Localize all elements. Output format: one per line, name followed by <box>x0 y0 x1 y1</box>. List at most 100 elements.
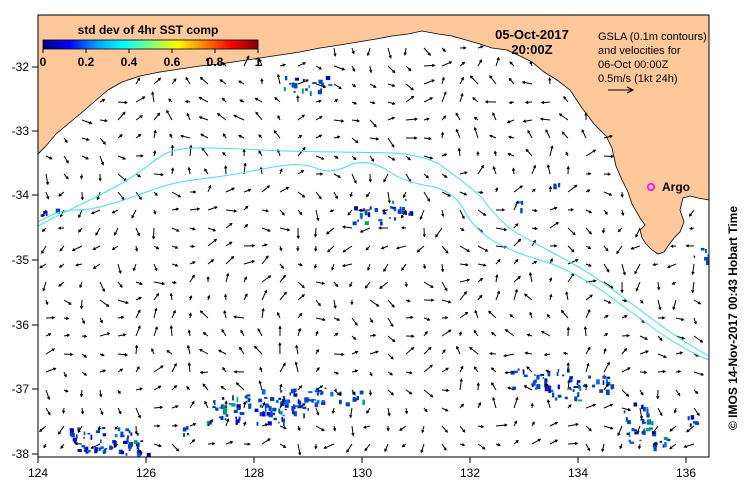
velocity-arrow-head <box>554 439 559 443</box>
velocity-arrow <box>441 281 448 291</box>
velocity-arrow <box>692 281 695 293</box>
velocity-arrow-head <box>489 75 493 79</box>
velocity-arrow-head <box>605 248 609 252</box>
velocity-arrow-head <box>588 428 592 432</box>
velocity-arrow-head <box>620 289 624 294</box>
velocity-arrow <box>635 281 641 291</box>
velocity-arrow-head <box>368 392 372 396</box>
velocity-arrow <box>423 389 433 398</box>
velocity-arrow-head <box>316 217 320 222</box>
velocity-arrow-head <box>102 141 107 145</box>
velocity-arrow <box>459 245 470 252</box>
sst-patch-cell <box>564 396 568 400</box>
sst-patch-cell <box>284 76 288 81</box>
velocity-arrow <box>387 117 395 121</box>
velocity-arrow <box>315 155 324 160</box>
sst-patch-cell <box>267 421 272 426</box>
velocity-arrow-head <box>137 232 141 237</box>
velocity-arrow-head <box>562 351 567 355</box>
velocity-arrow <box>39 263 47 269</box>
velocity-arrow-head <box>222 62 226 66</box>
velocity-arrow <box>225 256 234 265</box>
velocity-arrow <box>531 438 541 445</box>
velocity-arrow-head <box>153 150 157 154</box>
velocity-arrow-head <box>199 370 204 375</box>
velocity-arrow <box>200 371 209 374</box>
sst-patch-cell <box>294 83 298 89</box>
velocity-arrow-head <box>224 293 228 298</box>
velocity-arrow-head <box>634 271 638 275</box>
velocity-arrow-head <box>352 68 356 72</box>
velocity-arrow-head <box>617 229 621 233</box>
velocity-arrow-head <box>482 446 486 450</box>
velocity-arrow-head <box>391 157 396 161</box>
velocity-arrow-head <box>422 265 427 270</box>
sst-patch-cell <box>262 411 266 417</box>
velocity-arrow <box>204 401 209 409</box>
velocity-arrow <box>201 147 209 157</box>
colorbar-tick-label: 1 <box>255 55 262 69</box>
velocity-arrow <box>135 227 140 236</box>
velocity-arrow-head <box>526 333 531 337</box>
velocity-arrow-head <box>137 309 141 313</box>
sst-patch-cell <box>307 399 312 402</box>
velocity-arrow-head <box>677 370 682 374</box>
velocity-arrow-head <box>440 131 445 136</box>
velocity-arrow-head <box>279 168 283 172</box>
sst-patch-cell <box>98 447 102 451</box>
colorbar-ticks: 0 0.2 0.4 0.6 0.8 1 <box>40 49 262 69</box>
velocity-arrow-head <box>59 248 63 252</box>
velocity-arrow <box>369 137 379 140</box>
velocity-arrow <box>672 299 677 310</box>
sst-patch-cell <box>393 208 397 212</box>
velocity-arrow-head <box>48 333 52 337</box>
velocity-arrow <box>63 155 69 164</box>
velocity-arrow-head <box>549 258 553 262</box>
velocity-arrow <box>477 443 486 450</box>
time-label: 20:00Z <box>511 42 552 57</box>
velocity-arrow-head <box>65 389 69 393</box>
argo-marker[interactable] <box>646 183 655 192</box>
velocity-arrow <box>364 443 371 451</box>
velocity-arrow-head <box>479 59 482 63</box>
velocity-arrow <box>189 208 200 211</box>
velocity-arrow-head <box>336 135 341 139</box>
velocity-arrow-head <box>473 329 477 334</box>
velocity-arrow-head <box>483 263 487 267</box>
velocity-arrow-head <box>335 155 339 159</box>
sst-patch-cell <box>278 408 281 414</box>
velocity-arrow-head <box>515 223 519 227</box>
sst-patch-cell <box>282 400 285 406</box>
velocity-arrow-head <box>297 327 302 332</box>
velocity-arrow-head <box>170 167 175 171</box>
sst-patch-cell <box>83 431 86 436</box>
velocity-arrow-head <box>549 293 553 298</box>
velocity-arrow-head <box>404 283 408 288</box>
velocity-arrow-head <box>299 211 303 216</box>
credit-label: © IMOS 14-Nov-2017 00:43 Hobart Time <box>726 206 740 430</box>
sst-patch-cell <box>282 414 285 417</box>
velocity-arrow <box>171 227 180 232</box>
velocity-arrow <box>315 191 322 200</box>
velocity-arrow-head <box>314 446 318 450</box>
velocity-arrow-head <box>191 439 196 443</box>
velocity-arrow <box>39 425 47 432</box>
velocity-arrow-head <box>443 153 448 157</box>
velocity-arrow <box>315 209 319 221</box>
velocity-arrow <box>603 362 610 373</box>
sst-patch-cell <box>285 400 289 406</box>
velocity-arrow-head <box>57 226 62 230</box>
velocity-arrow-head <box>672 306 676 311</box>
velocity-arrow-head <box>444 288 448 292</box>
velocity-arrow-head <box>606 361 610 366</box>
velocity-arrow <box>581 129 587 139</box>
velocity-arrow <box>421 425 425 433</box>
velocity-arrow <box>297 79 309 85</box>
sst-patch-cell <box>557 394 562 398</box>
velocity-arrow-head <box>259 366 263 371</box>
velocity-arrow-head <box>96 196 100 201</box>
velocity-arrow <box>495 291 500 301</box>
plot-frame <box>37 14 710 458</box>
velocity-arrow <box>441 389 449 391</box>
velocity-arrow-head <box>643 370 648 374</box>
